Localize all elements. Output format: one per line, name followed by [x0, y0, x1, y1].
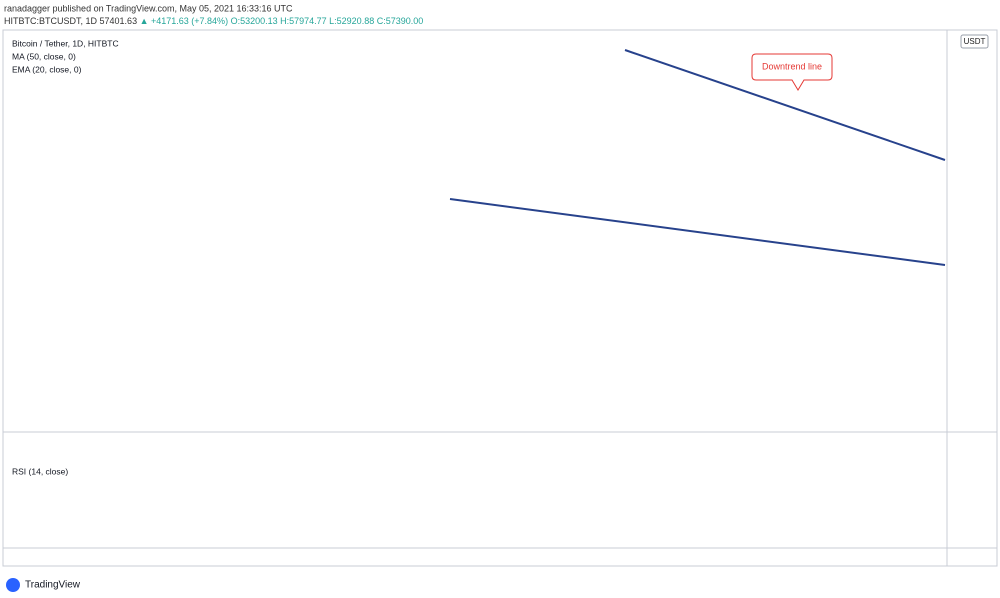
legend-ma: MA (50, close, 0) — [12, 51, 76, 61]
callout-box — [751, 53, 833, 91]
footer: TradingView — [6, 578, 81, 592]
legend-ema: EMA (20, close, 0) — [12, 64, 82, 74]
ohlc: O:53200.13 H:57974.77 L:52920.88 C:57390… — [231, 16, 424, 26]
trendlines — [449, 49, 946, 266]
logo-icon — [6, 578, 20, 592]
last-price: 57401.63 — [100, 16, 138, 26]
currency: USDT — [964, 37, 986, 46]
legend-rsi: RSI (14, close) — [12, 466, 68, 476]
published-line: ranadagger published on TradingView.com,… — [4, 3, 293, 13]
callout-text: Downtrend line — [762, 61, 822, 71]
callout: Downtrend line — [751, 53, 833, 91]
footer-brand: TradingView — [25, 580, 81, 591]
symbol: HITBTC:BTCUSDT, 1D — [4, 16, 98, 26]
change: ▲ +4171.63 (+7.84%) — [140, 16, 228, 26]
chart-title: Bitcoin / Tether, 1D, HITBTC — [12, 38, 119, 48]
chart-frame — [2, 29, 998, 567]
lower-trendline — [449, 198, 946, 266]
currency-box — [960, 34, 989, 49]
upper-trendline — [624, 49, 946, 161]
symbol-line: HITBTC:BTCUSDT, 1D 57401.63 ▲ +4171.63 (… — [4, 16, 423, 26]
